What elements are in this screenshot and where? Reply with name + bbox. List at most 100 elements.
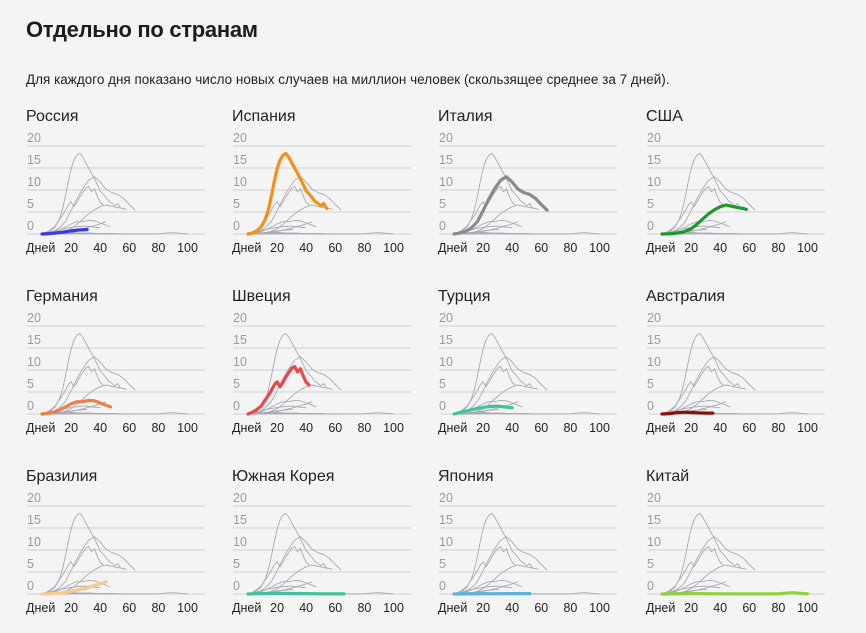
x-tick-label: 100 <box>177 601 198 615</box>
background-series-line <box>453 152 533 235</box>
country-chart: 20 15 10 5 0 Дней 20 40 60 80 100 <box>232 491 411 615</box>
country-chart: 20 15 10 5 0 Дней 20 40 60 80 100 <box>26 311 205 435</box>
y-tick-label: 0 <box>233 579 240 593</box>
y-tick-label: 0 <box>439 579 446 593</box>
country-panel: США 20 15 10 5 0 Дней 20 40 60 80 100 <box>646 104 846 264</box>
x-tick-label: 100 <box>383 421 404 435</box>
y-tick-label: 10 <box>27 175 41 189</box>
x-axis-label: Дней <box>26 421 55 435</box>
y-tick-label: 20 <box>439 131 453 145</box>
country-series-line <box>660 591 810 596</box>
background-series-line <box>661 356 756 415</box>
x-tick-label: 60 <box>328 241 342 255</box>
country-name: Италия <box>438 108 493 125</box>
y-tick-label: 20 <box>647 131 661 145</box>
x-tick-label: 80 <box>357 601 371 615</box>
x-tick-label: 100 <box>589 241 610 255</box>
country-chart: 20 15 10 5 0 Дней 20 40 60 80 100 <box>438 131 617 255</box>
x-tick-label: 100 <box>177 241 198 255</box>
x-tick-label: 20 <box>684 421 698 435</box>
y-tick-label: 15 <box>647 153 661 167</box>
background-series-line <box>41 332 121 415</box>
x-tick-label: 60 <box>534 601 548 615</box>
background-series-line <box>41 545 104 595</box>
background-series-line <box>453 232 600 235</box>
x-tick-label: 40 <box>93 421 107 435</box>
y-tick-label: 10 <box>27 355 41 369</box>
y-tick-label: 15 <box>647 333 661 347</box>
y-tick-label: 0 <box>439 219 446 233</box>
country-name: США <box>646 108 683 125</box>
background-series-line <box>41 356 136 415</box>
x-tick-label: 80 <box>771 601 785 615</box>
background-series-line <box>41 232 188 235</box>
y-tick-label: 15 <box>647 513 661 527</box>
y-tick-label: 10 <box>647 355 661 369</box>
x-tick-label: 20 <box>476 421 490 435</box>
x-tick-label: 100 <box>589 421 610 435</box>
x-tick-label: 60 <box>534 421 548 435</box>
x-tick-label: 100 <box>797 421 818 435</box>
x-tick-label: 40 <box>299 421 313 435</box>
page-subtitle: Для каждого дня показано число новых слу… <box>26 72 670 87</box>
country-chart: 20 15 10 5 0 Дней 20 40 60 80 100 <box>646 311 825 435</box>
background-series-line <box>661 536 756 595</box>
background-series-line <box>661 512 741 595</box>
background-series-line <box>453 545 516 595</box>
y-tick-label: 10 <box>439 535 453 549</box>
y-tick-label: 20 <box>647 311 661 325</box>
background-series-line <box>41 412 188 415</box>
x-axis-label: Дней <box>26 241 55 255</box>
x-axis-label: Дней <box>646 601 675 615</box>
y-tick-label: 0 <box>233 219 240 233</box>
y-tick-label: 5 <box>439 377 446 391</box>
x-tick-label: 60 <box>122 601 136 615</box>
x-tick-label: 40 <box>93 601 107 615</box>
country-panel: Швеция 20 15 10 5 0 Дней 20 40 60 80 100 <box>232 284 432 444</box>
y-tick-label: 10 <box>27 535 41 549</box>
background-series-line <box>41 592 188 595</box>
background-series-line <box>247 356 342 415</box>
y-tick-label: 15 <box>27 513 41 527</box>
x-tick-label: 100 <box>383 601 404 615</box>
y-tick-label: 0 <box>439 399 446 413</box>
country-name: Бразилия <box>26 468 98 485</box>
background-series-line <box>661 332 741 415</box>
background-series-line <box>247 176 342 235</box>
x-tick-label: 80 <box>357 241 371 255</box>
y-tick-label: 0 <box>27 219 34 233</box>
x-axis-label: Дней <box>646 421 675 435</box>
y-tick-label: 15 <box>439 153 453 167</box>
y-tick-label: 5 <box>647 377 654 391</box>
y-tick-label: 15 <box>27 153 41 167</box>
background-series-line <box>41 152 121 235</box>
x-tick-label: 40 <box>505 601 519 615</box>
country-chart: 20 15 10 5 0 Дней 20 40 60 80 100 <box>646 491 825 615</box>
y-tick-label: 10 <box>439 175 453 189</box>
country-panel: Германия 20 15 10 5 0 Дней 20 40 60 80 100 <box>26 284 226 444</box>
y-tick-label: 5 <box>439 197 446 211</box>
country-name: Германия <box>26 288 98 305</box>
x-tick-label: 80 <box>563 601 577 615</box>
background-series-line <box>41 185 104 235</box>
x-tick-label: 40 <box>713 421 727 435</box>
y-tick-label: 0 <box>27 399 34 413</box>
country-chart: 20 15 10 5 0 Дней 20 40 60 80 100 <box>26 131 205 255</box>
y-tick-label: 5 <box>233 197 240 211</box>
background-series-line <box>661 185 724 235</box>
background-series-line <box>41 512 121 595</box>
y-tick-label: 15 <box>233 513 247 527</box>
x-tick-label: 80 <box>563 241 577 255</box>
country-series-line <box>40 228 89 236</box>
x-tick-label: 80 <box>357 421 371 435</box>
y-tick-label: 10 <box>233 535 247 549</box>
background-series-line <box>453 412 600 415</box>
background-series-line <box>247 219 317 235</box>
country-chart: 20 15 10 5 0 Дней 20 40 60 80 100 <box>438 311 617 435</box>
y-tick-label: 5 <box>439 557 446 571</box>
x-tick-label: 20 <box>64 601 78 615</box>
country-name: Швеция <box>232 288 291 305</box>
background-series-line <box>453 332 533 415</box>
x-tick-label: 60 <box>328 601 342 615</box>
country-name: Япония <box>438 468 494 485</box>
